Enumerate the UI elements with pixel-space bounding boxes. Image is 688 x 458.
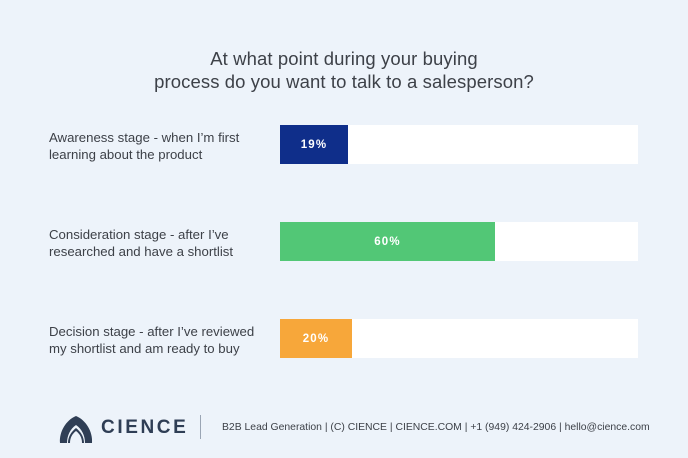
cience-logo-icon [59, 416, 93, 443]
category-label: Consideration stage - after I’ve research… [49, 226, 269, 260]
bar-track: 20% [280, 319, 638, 358]
category-label: Awareness stage - when I’m first learning… [49, 129, 269, 163]
bar-value-label: 60% [374, 235, 401, 248]
bar-track: 60% [280, 222, 638, 261]
footer-divider [200, 415, 201, 439]
bar: 19% [280, 125, 348, 164]
bar-value-label: 20% [302, 332, 330, 345]
category-label-line-1: Decision stage - after I’ve reviewed [49, 324, 255, 339]
bar-track: 19% [280, 125, 638, 164]
category-label-line-2: researched and have a shortlist [49, 244, 234, 259]
bar: 20% [280, 319, 352, 358]
chart-title-line-1: At what point during your buying [210, 48, 478, 69]
bar: 60% [280, 222, 495, 261]
category-label-line-1: Awareness stage - when I’m first [49, 130, 240, 145]
category-label-line-2: my shortlist and am ready to buy [49, 341, 240, 356]
chart-title-line-2: process do you want to talk to a salespe… [154, 71, 534, 92]
footer: CIENCE B2B Lead Generation | (C) CIENCE … [0, 398, 688, 458]
category-label-line-2: learning about the product [49, 147, 203, 162]
bar-value-label: 19% [300, 138, 328, 151]
category-label-line-1: Consideration stage - after I’ve [49, 227, 229, 242]
category-label: Decision stage - after I’ve reviewed my s… [49, 323, 269, 357]
brand-name: CIENCE [101, 417, 189, 438]
footer-contact-info: B2B Lead Generation | (C) CIENCE | CIENC… [222, 422, 650, 433]
chart-title: At what point during your buying process… [0, 47, 688, 93]
